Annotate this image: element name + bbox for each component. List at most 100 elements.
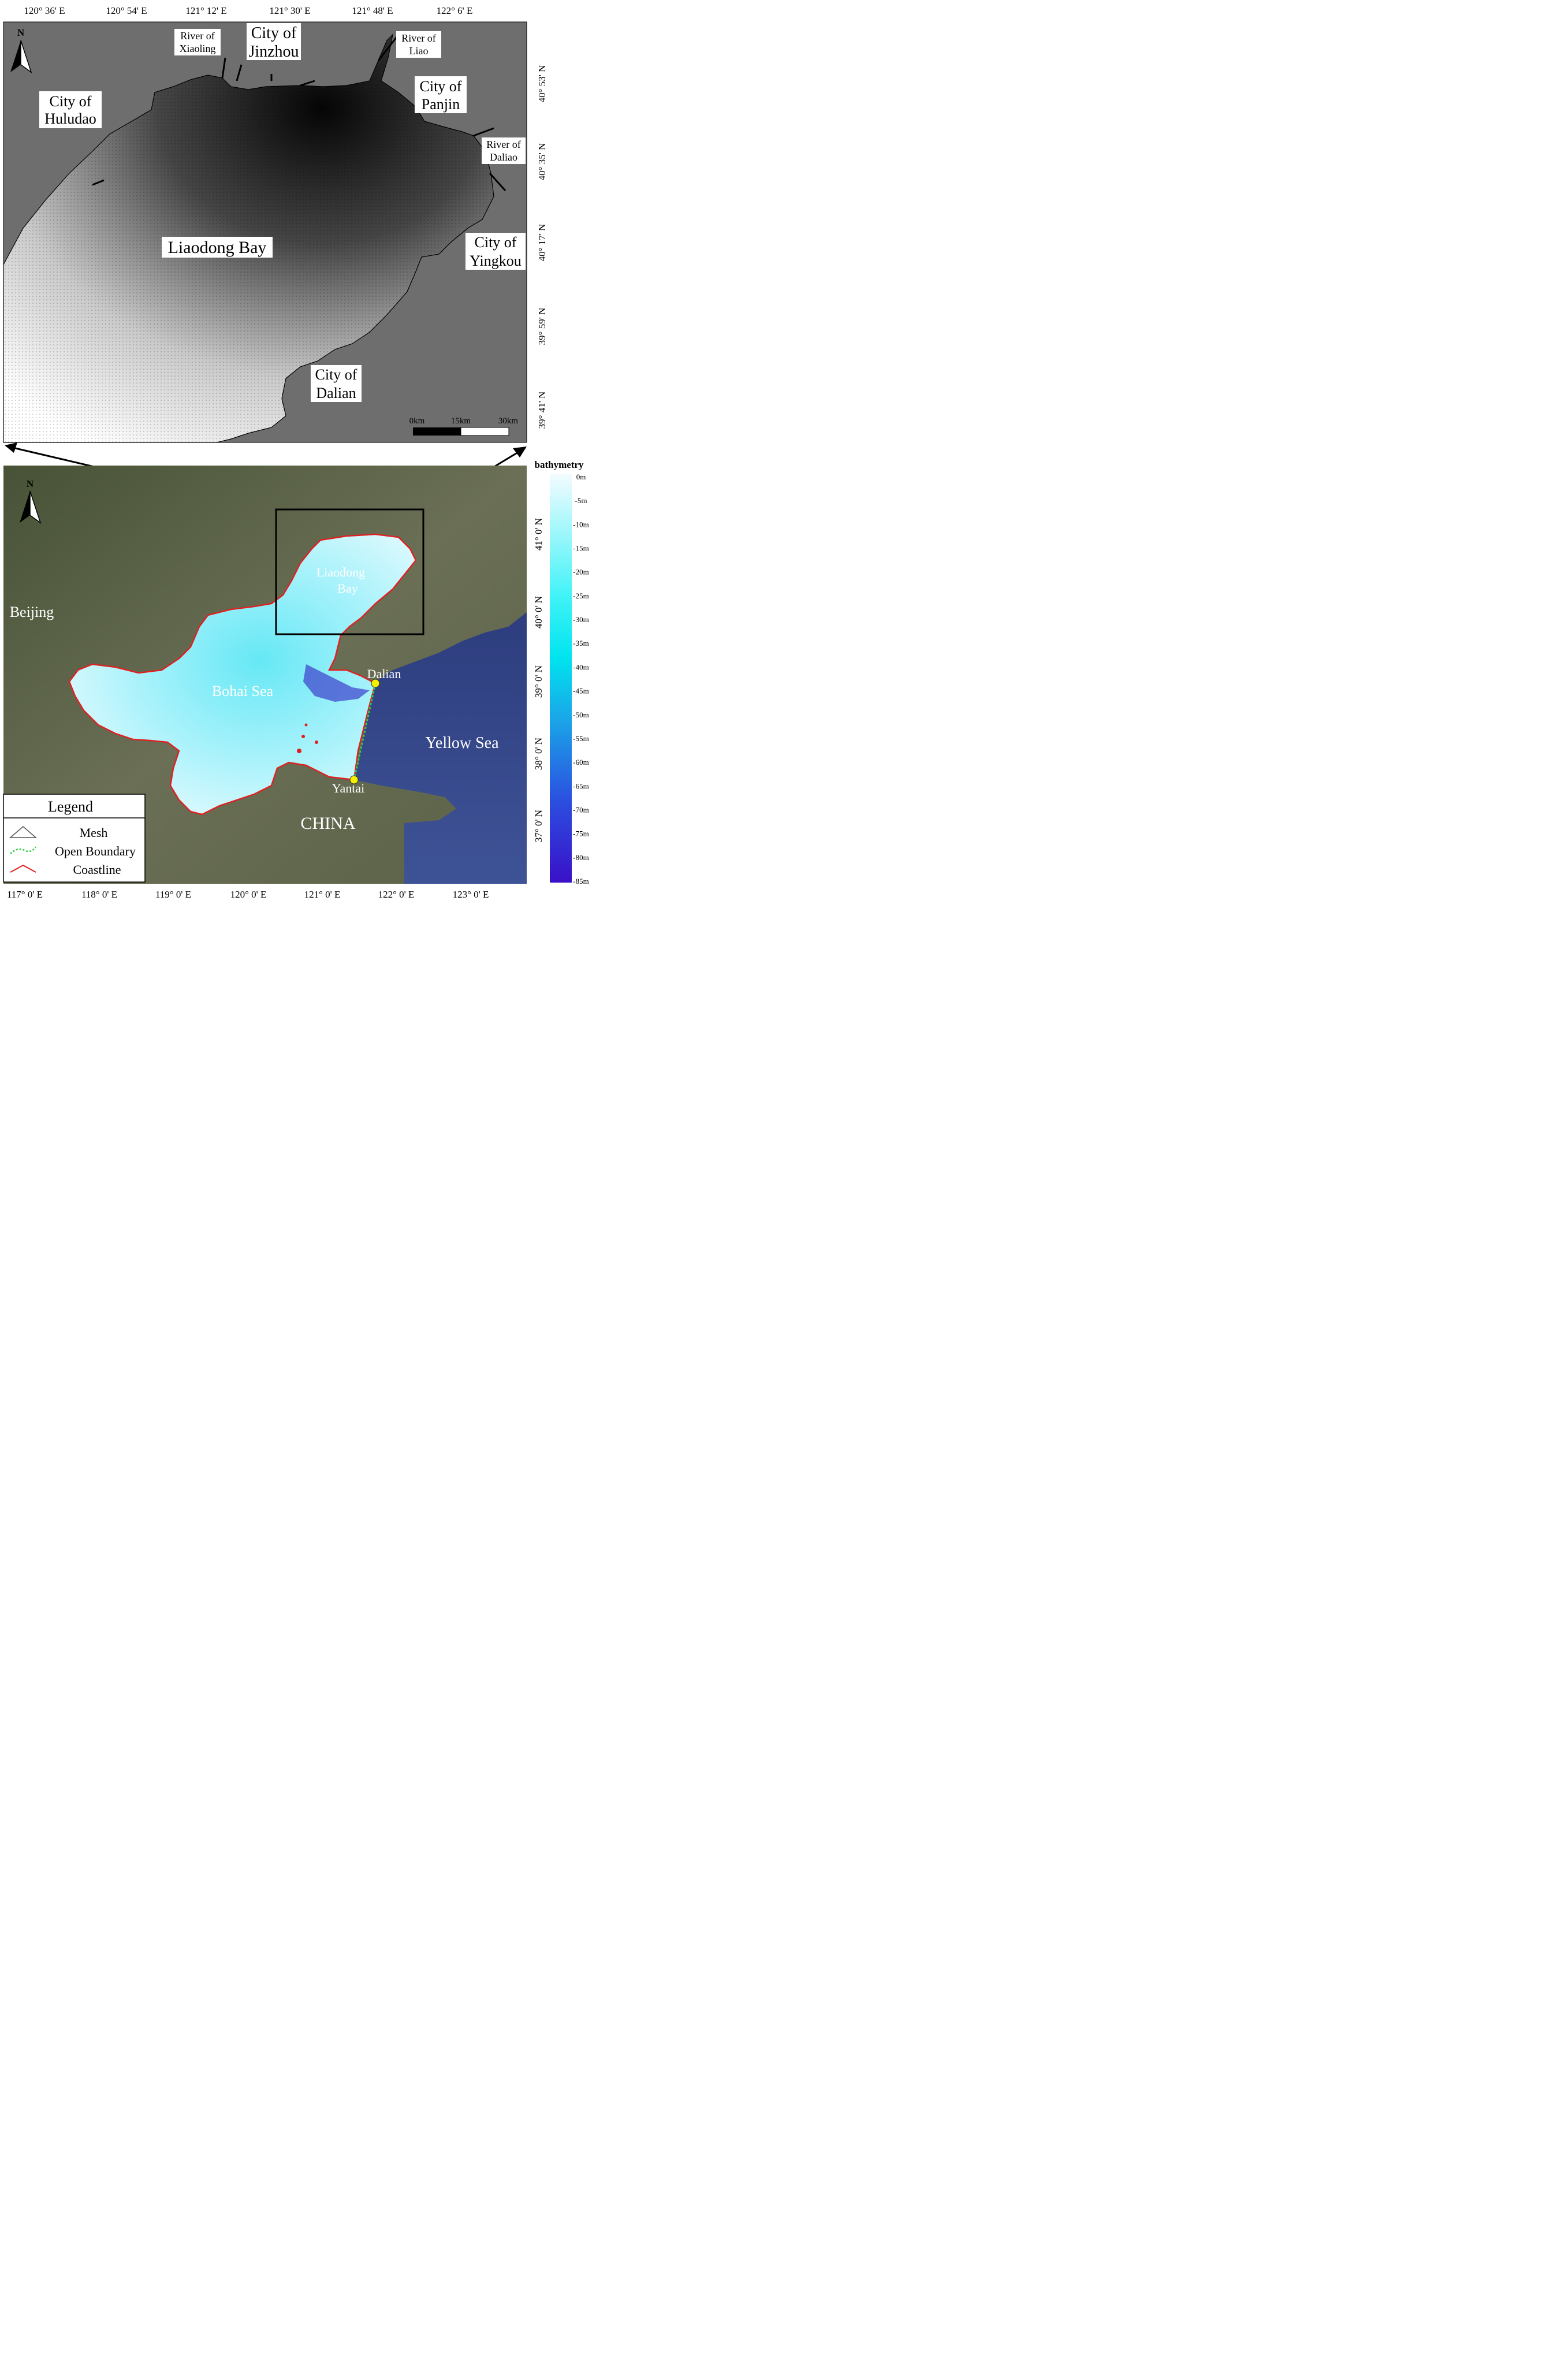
bottom-lon-tick: 121° 0' E — [304, 889, 341, 900]
dotted-line-icon — [10, 846, 37, 854]
top-place-labels: City of Huludao River of Xiaoling City o… — [39, 23, 526, 402]
colorbar-tick-label: -80m — [573, 853, 589, 862]
bottom-lon-tick: 120° 0' E — [230, 889, 267, 900]
colorbar-gradient — [550, 474, 572, 883]
bohai-sea — [68, 533, 417, 816]
legend-item-mesh: Mesh — [80, 825, 108, 840]
label-panjin: Panjin — [422, 96, 460, 113]
top-lon-tick: 120° 36' E — [24, 5, 65, 16]
label-jinzhou: Jinzhou — [248, 43, 299, 61]
colorbar-tick-label: -25m — [573, 591, 589, 600]
bottom-lat-tick: 39° 0' N — [533, 665, 544, 698]
top-lon-tick: 121° 12' E — [185, 5, 226, 16]
top-lon-tick: 121° 30' E — [269, 5, 310, 16]
label-liaodong-bottom: Bay — [337, 581, 357, 596]
red-line-icon — [10, 864, 36, 873]
label-liao: Liao — [409, 45, 429, 57]
colorbar-tick-label: -20m — [573, 568, 589, 576]
label-daliao: Daliao — [490, 151, 517, 163]
colorbar-tick-label: -55m — [573, 734, 589, 743]
bottom-map-lon-ticks: 117° 0' E 118° 0' E 119° 0' E 120° 0' E … — [7, 889, 489, 900]
bottom-map-labels: Beijing Liaodong Bay Bohai Sea Yellow Se… — [10, 565, 499, 833]
triangle-icon — [9, 826, 38, 838]
colorbar-tick-label: -35m — [573, 639, 589, 648]
top-lat-tick: 39° 41' N — [537, 392, 548, 429]
label-liaodong-bottom: Liaodong — [316, 565, 365, 579]
colorbar-tick-label: -40m — [573, 663, 589, 671]
top-lat-tick: 40° 35' N — [537, 143, 548, 181]
top-lat-tick: 40° 53' N — [537, 65, 548, 103]
label-xiaoling: River of — [180, 30, 214, 42]
bottom-lon-tick: 118° 0' E — [81, 889, 117, 900]
label-beijing: Beijing — [10, 604, 54, 620]
legend-item-open-boundary: Open Boundary — [55, 844, 136, 858]
label-dalian-top: City of — [315, 366, 357, 383]
colorbar-tick-label: -60m — [573, 758, 589, 766]
label-huludao: Huludao — [44, 110, 96, 127]
label-panjin: City of — [420, 78, 462, 95]
colorbar-ticks: 0m -5m -10m -15m -20m -25m -30m -35m -40m -45m -50… — [573, 472, 589, 885]
scale-label: 0km — [409, 416, 425, 426]
study-area-box — [275, 508, 424, 635]
river-channels — [92, 34, 506, 192]
island-cluster — [297, 723, 318, 753]
label-xiaoling: Xiaoling — [180, 43, 216, 54]
top-map-lat-ticks: 40° 53' N 40° 35' N 40° 17' N 39° 59' N … — [537, 65, 548, 429]
colorbar-tick-label: -50m — [573, 710, 589, 719]
colorbar-tick-label: -85m — [573, 877, 589, 885]
label-yingkou: Yingkou — [470, 252, 522, 269]
bottom-map — [3, 466, 527, 884]
bottom-lon-tick: 119° 0' E — [155, 889, 191, 900]
bottom-lat-tick: 38° 0' N — [533, 738, 544, 770]
bottom-lat-tick: 41° 0' N — [533, 518, 544, 550]
svg-text:N: N — [17, 27, 25, 38]
bottom-lon-tick: 117° 0' E — [7, 889, 43, 900]
scale-bar: 0km 15km 30km — [409, 416, 519, 436]
dalian-station-marker — [371, 679, 380, 688]
top-lon-tick: 120° 54' E — [106, 5, 147, 16]
legend-item-coastline: Coastline — [73, 862, 121, 877]
bottom-lat-tick: 40° 0' N — [533, 596, 544, 628]
label-liaodong-bay: Liaodong Bay — [168, 238, 267, 257]
label-dalian-station: Dalian — [367, 667, 401, 681]
top-lat-tick: 39° 59' N — [537, 308, 548, 345]
north-arrow-bottom-icon: N — [20, 478, 42, 524]
colorbar-tick-label: 0m — [576, 472, 586, 481]
label-liao: River of — [401, 32, 435, 44]
bottom-lat-tick: 37° 0' N — [533, 810, 544, 842]
label-china: CHINA — [301, 814, 356, 833]
label-daliao: River of — [486, 139, 520, 150]
open-boundary-line — [353, 683, 377, 780]
colorbar-tick-label: -45m — [573, 687, 589, 695]
colorbar-tick-label: -10m — [573, 520, 589, 529]
bottom-map-lat-ticks: 41° 0' N 40° 0' N 39° 0' N 38° 0' N 37° … — [533, 518, 544, 842]
north-arrow-top-icon: N — [10, 27, 32, 73]
colorbar-tick-label: -15m — [573, 544, 589, 553]
deep-channel — [303, 664, 370, 702]
colorbar-tick-label: -30m — [573, 615, 589, 624]
label-huludao: City of — [50, 93, 92, 110]
top-map-lon-ticks: 120° 36' E 120° 54' E 121° 12' E 121° 30… — [24, 5, 472, 16]
colorbar-tick-label: -65m — [573, 782, 589, 790]
scale-label: 15km — [451, 416, 471, 426]
colorbar-title: bathymetry — [535, 459, 584, 470]
svg-text:N: N — [27, 478, 34, 489]
bathymetry-colorbar: bathymetry 0m -5m -10m -15m -20m -25m -30m -35m… — [535, 459, 589, 885]
label-yellow-sea: Yellow Sea — [425, 734, 499, 752]
label-jinzhou: City of — [251, 24, 297, 42]
label-yingkou: City of — [475, 234, 517, 251]
top-lon-tick: 122° 6' E — [437, 5, 473, 16]
top-lon-tick: 121° 48' E — [352, 5, 393, 16]
yantai-station-marker — [349, 775, 359, 784]
colorbar-tick-label: -70m — [573, 805, 589, 814]
colorbar-tick-label: -75m — [573, 829, 589, 838]
bottom-lon-tick: 123° 0' E — [453, 889, 489, 900]
label-yantai-station: Yantai — [332, 781, 364, 795]
bottom-lon-tick: 122° 0' E — [378, 889, 415, 900]
legend-box: Legend Mesh Open Boundary Coastline — [3, 794, 146, 883]
label-dalian-top: Dalian — [316, 385, 356, 401]
legend-title: Legend — [48, 798, 93, 815]
scale-label: 30km — [498, 416, 519, 426]
yellow-sea — [353, 612, 527, 884]
label-bohai-sea: Bohai Sea — [212, 683, 274, 699]
